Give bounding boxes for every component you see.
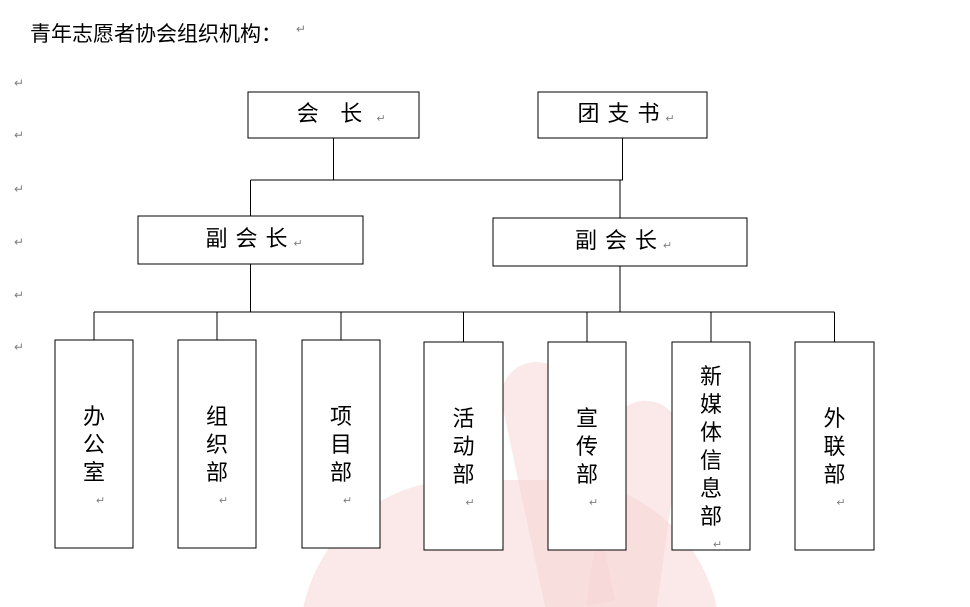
node-label-char: 活 xyxy=(452,406,474,431)
node-label-char: 部 xyxy=(206,460,228,485)
node-label-char: 信 xyxy=(700,448,722,473)
node-office: 办公室 ↵ xyxy=(55,340,133,548)
box-mark: ↵ xyxy=(294,238,303,250)
node-secretary: 团支书↵ xyxy=(538,92,707,138)
node-publicity: 宣传部 ↵ xyxy=(548,342,626,550)
node-label-char: 部 xyxy=(700,504,722,529)
node-label-char: 组 xyxy=(206,404,228,429)
node-label-char: 传 xyxy=(576,434,598,459)
box-mark: ↵ xyxy=(343,495,352,507)
node-org: 组织部 ↵ xyxy=(178,340,256,548)
node-label: 副会长 xyxy=(575,228,665,253)
node-president: 会 长 ↵ xyxy=(248,92,419,138)
node-label-char: 项 xyxy=(330,404,352,429)
node-activity: 活动部 ↵ xyxy=(424,342,503,550)
node-label-char: 室 xyxy=(83,460,105,485)
node-label-char: 联 xyxy=(823,434,845,459)
box-mark: ↵ xyxy=(219,495,228,507)
node-label-char: 息 xyxy=(700,476,722,501)
box-mark: ↵ xyxy=(466,497,475,509)
box-mark: ↵ xyxy=(96,495,105,507)
node-external: 外联部 ↵ xyxy=(795,342,874,550)
node-label-char: 目 xyxy=(330,432,352,457)
node-label-char: 部 xyxy=(330,460,352,485)
node-label-char: 动 xyxy=(452,434,474,459)
node-vp-left: 副会长↵ xyxy=(138,216,363,264)
node-label-char: 媒 xyxy=(700,392,722,417)
box-mark: ↵ xyxy=(589,497,598,509)
node-label-char: 新 xyxy=(700,364,722,389)
box-mark: ↵ xyxy=(713,539,722,551)
node-newmedia: 新媒体信息部 ↵ xyxy=(672,342,750,551)
connector xyxy=(620,138,623,180)
box-mark: ↵ xyxy=(663,240,672,252)
node-label-char: 体 xyxy=(700,420,722,445)
box-mark: ↵ xyxy=(666,113,675,125)
node-label: 团支书 xyxy=(577,101,667,126)
org-chart: 会 长↵团支书↵副会长↵副会长↵办公室↵组织部↵项目部↵活动部↵宣传部↵新媒体信… xyxy=(0,0,970,607)
node-label-char: 办 xyxy=(83,404,105,429)
node-label-char: 部 xyxy=(452,462,474,487)
box-mark: ↵ xyxy=(377,113,386,125)
box-mark: ↵ xyxy=(837,497,846,509)
node-project: 项目部 ↵ xyxy=(302,340,380,548)
node-label: 副会长 xyxy=(205,226,295,251)
node-label: 会 长 xyxy=(297,101,371,126)
node-label-char: 公 xyxy=(83,432,105,457)
node-vp-right: 副会长↵ xyxy=(493,218,747,266)
node-label-char: 部 xyxy=(823,462,845,487)
node-label-char: 织 xyxy=(206,432,228,457)
node-label-char: 部 xyxy=(576,462,598,487)
node-label-char: 外 xyxy=(823,406,845,431)
node-label-char: 宣 xyxy=(576,406,598,431)
